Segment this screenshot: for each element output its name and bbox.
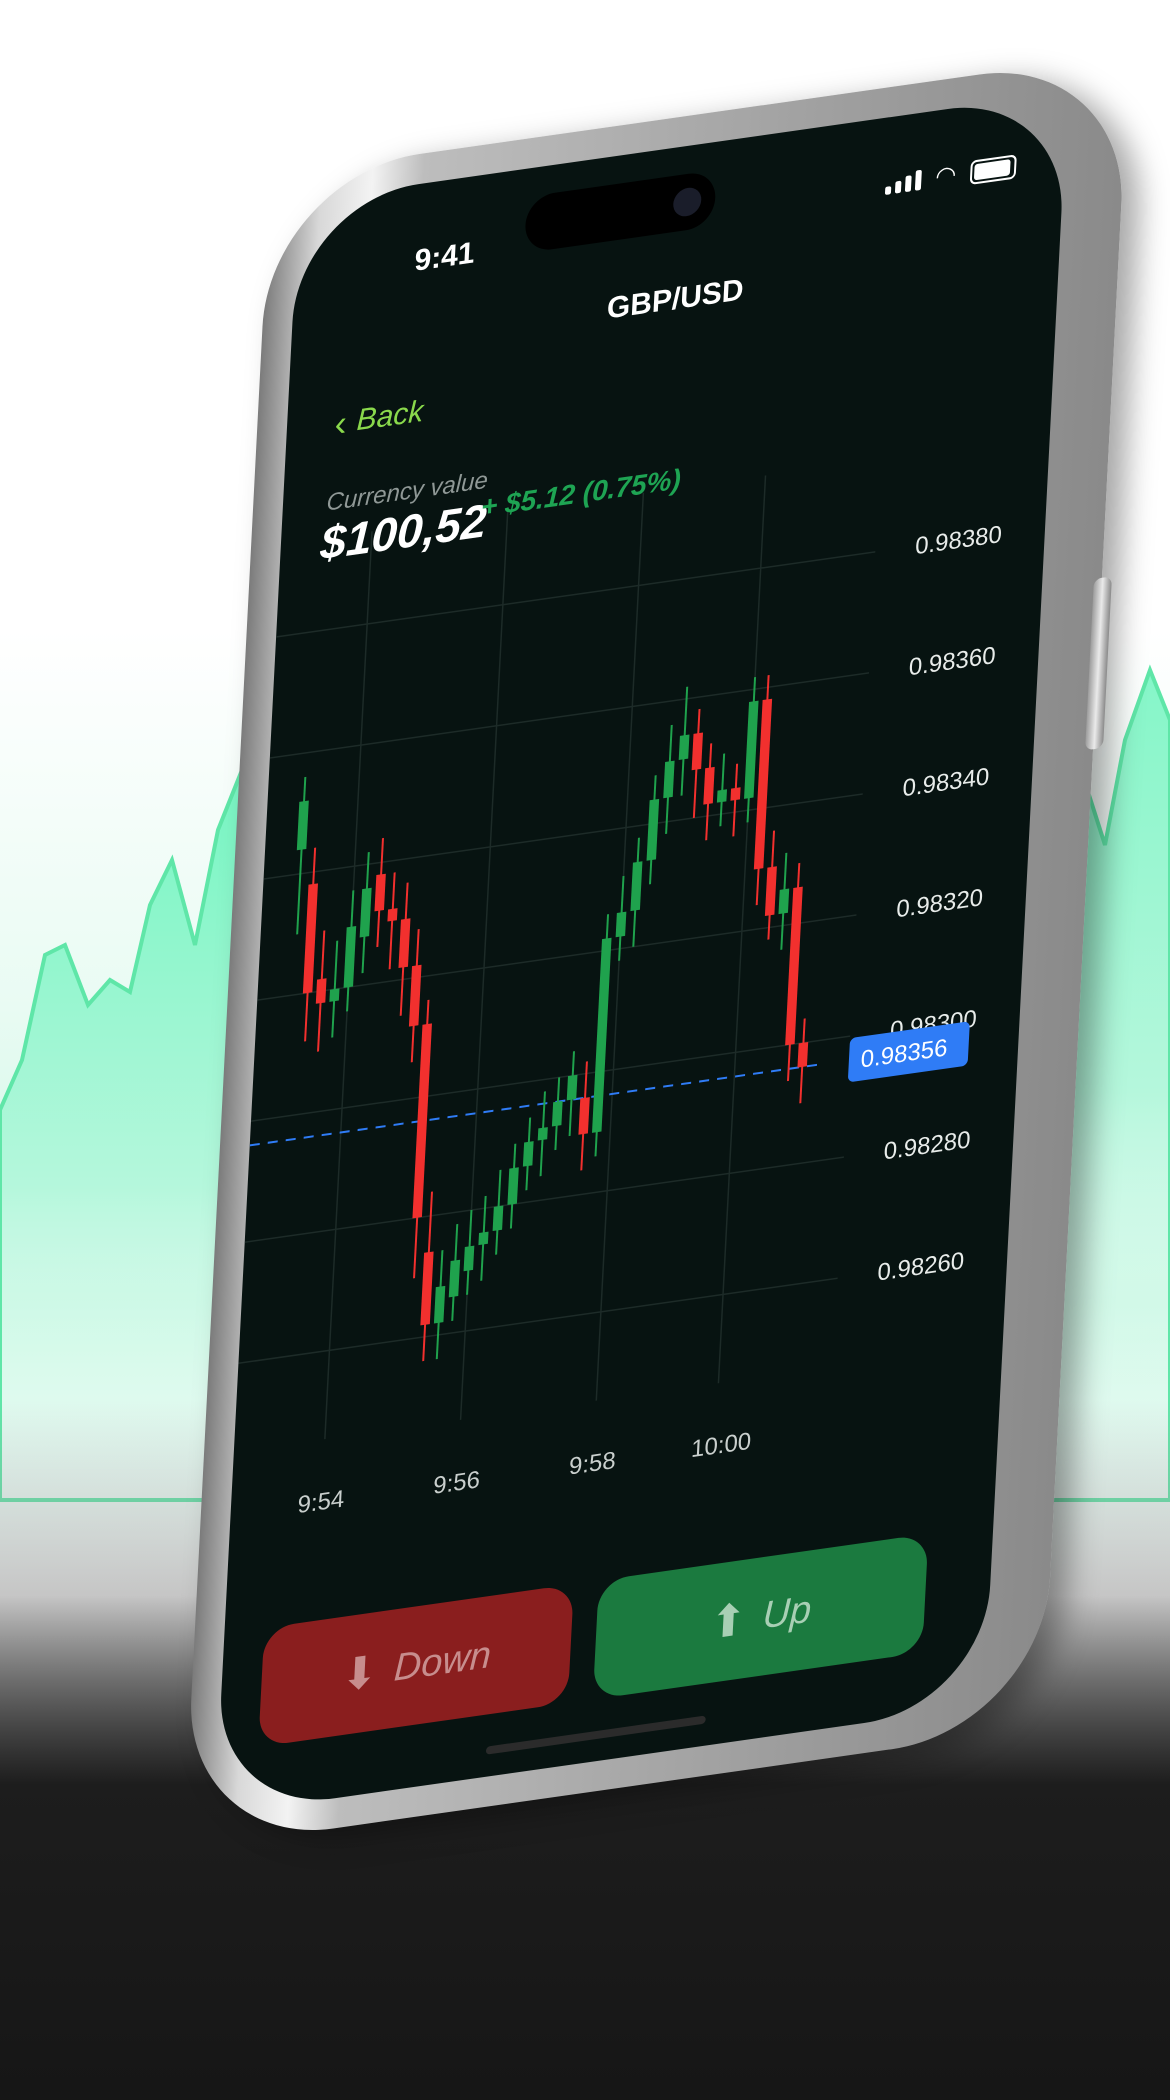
candle-body bbox=[296, 800, 309, 851]
status-icons: ◠ bbox=[884, 151, 1017, 199]
back-button[interactable]: ‹ Back bbox=[333, 394, 425, 445]
candle-body bbox=[703, 766, 715, 805]
candle-body bbox=[566, 1074, 578, 1101]
candle-body bbox=[691, 732, 704, 771]
candle-body bbox=[408, 964, 422, 1027]
y-tick-label: 0.98380 bbox=[915, 521, 1003, 560]
wifi-icon: ◠ bbox=[934, 160, 958, 191]
grid-line-h bbox=[269, 672, 870, 759]
candle-body bbox=[663, 760, 675, 799]
camera-icon bbox=[672, 185, 702, 219]
candle-body bbox=[730, 787, 741, 801]
candle-body bbox=[785, 886, 803, 1046]
candle-body bbox=[522, 1141, 534, 1167]
phone-screen: 9:41 ◠ GBP/USD ‹ Back Currency value $10… bbox=[214, 91, 1068, 1816]
candle-body bbox=[315, 978, 327, 1004]
x-tick-label: 9:58 bbox=[568, 1447, 616, 1481]
candle-body bbox=[359, 887, 372, 938]
grid-line-h bbox=[238, 1277, 838, 1365]
candle-wick bbox=[296, 776, 307, 935]
price-tag bbox=[848, 1021, 970, 1082]
phone-mockup: 9:41 ◠ GBP/USD ‹ Back Currency value $10… bbox=[183, 53, 1130, 1850]
candle-body bbox=[753, 698, 773, 870]
candle-body bbox=[387, 908, 398, 922]
back-label: Back bbox=[355, 394, 425, 438]
signal-icon bbox=[884, 169, 922, 195]
y-tick-label: 0.98280 bbox=[883, 1126, 971, 1165]
candle-body bbox=[302, 883, 318, 994]
candle-body bbox=[492, 1205, 504, 1232]
grid-line-h bbox=[257, 914, 857, 1001]
candle-body bbox=[646, 798, 660, 861]
candle-body bbox=[537, 1127, 548, 1141]
candle-body bbox=[463, 1245, 475, 1272]
y-tick-label: 0.98340 bbox=[902, 763, 990, 802]
candle-body bbox=[412, 1023, 432, 1219]
candle-body bbox=[778, 888, 790, 915]
candle-body bbox=[329, 988, 340, 1002]
battery-icon bbox=[969, 153, 1017, 185]
grid-line-v bbox=[717, 475, 767, 1384]
candle-body bbox=[744, 700, 759, 799]
up-label: Up bbox=[761, 1587, 813, 1637]
grid-line-h bbox=[244, 1156, 844, 1243]
candle-body bbox=[551, 1100, 563, 1127]
candle-body bbox=[716, 789, 728, 803]
x-tick-label: 9:54 bbox=[297, 1486, 345, 1520]
candle-body bbox=[678, 734, 690, 761]
candle-body bbox=[398, 918, 411, 969]
x-tick-label: 10:00 bbox=[690, 1428, 751, 1463]
candle-body bbox=[374, 873, 386, 912]
up-button[interactable]: ⬆ Up bbox=[592, 1533, 929, 1700]
candle-body bbox=[591, 937, 612, 1133]
dynamic-island bbox=[524, 169, 717, 254]
candle-body bbox=[764, 866, 777, 917]
y-tick-label: 0.98320 bbox=[896, 884, 984, 923]
y-tick-label: 0.98260 bbox=[877, 1247, 965, 1286]
down-button[interactable]: ⬇ Down bbox=[258, 1584, 574, 1747]
x-tick-label: 9:56 bbox=[433, 1466, 481, 1500]
grid-line-h bbox=[250, 1035, 851, 1122]
status-time: 9:41 bbox=[413, 236, 476, 278]
page-title: GBP/USD bbox=[606, 273, 745, 326]
candle-body bbox=[478, 1231, 489, 1246]
candlestick-chart[interactable]: 0.983800.983600.983400.983200.983000.982… bbox=[228, 435, 1050, 1573]
candle-body bbox=[433, 1285, 446, 1324]
candle-body bbox=[797, 1042, 809, 1068]
candle-body bbox=[343, 925, 357, 988]
candle-body bbox=[630, 861, 643, 912]
y-tick-label: 0.98360 bbox=[908, 642, 996, 681]
candle-body bbox=[448, 1259, 461, 1298]
down-label: Down bbox=[392, 1633, 493, 1690]
current-price-line bbox=[249, 1063, 820, 1147]
arrow-down-icon: ⬇ bbox=[339, 1646, 380, 1701]
candle-body bbox=[420, 1251, 434, 1326]
candle-body bbox=[615, 911, 627, 938]
candle-body bbox=[578, 1097, 590, 1135]
arrow-up-icon: ⬆ bbox=[708, 1593, 749, 1649]
candle-body bbox=[507, 1167, 519, 1205]
chevron-left-icon: ‹ bbox=[333, 401, 348, 445]
grid-line-h bbox=[276, 551, 876, 638]
home-indicator bbox=[485, 1715, 706, 1755]
